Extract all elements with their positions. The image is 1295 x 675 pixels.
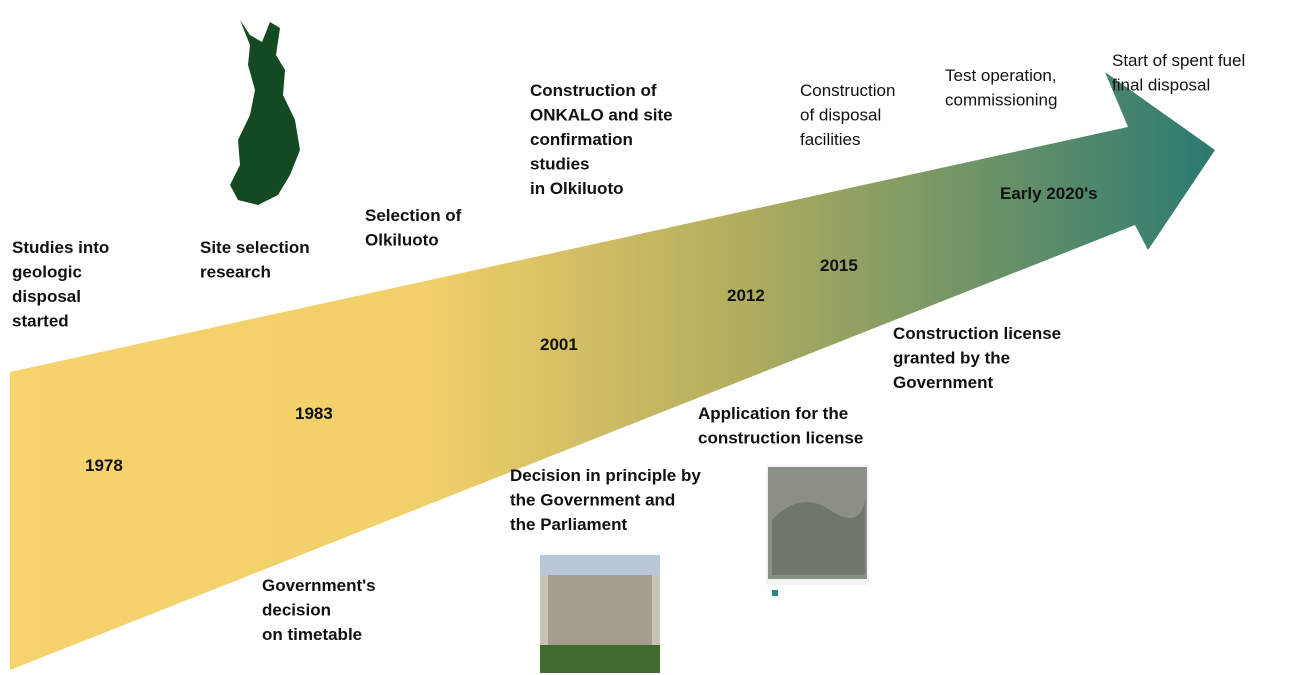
year-label: 2001 bbox=[540, 335, 578, 354]
top-label-line: confirmation bbox=[530, 130, 633, 149]
finland-map bbox=[230, 20, 300, 205]
bottom-label-line: Construction license bbox=[893, 324, 1061, 343]
year-label: 1983 bbox=[295, 404, 333, 423]
bottom-label-line: Decision in principle by bbox=[510, 466, 701, 485]
top-label-line: started bbox=[12, 312, 69, 331]
bottom-label-line: decision bbox=[262, 601, 331, 620]
bottom-label-line: the Parliament bbox=[510, 515, 627, 534]
bottom-label-line: granted by the bbox=[893, 349, 1010, 368]
top-label-line: Olkiluoto bbox=[365, 231, 439, 250]
year-label: Early 2020's bbox=[1000, 184, 1098, 203]
bottom-label-line: on timetable bbox=[262, 625, 362, 644]
bottom-label-line: Government bbox=[893, 373, 993, 392]
year-label: 2015 bbox=[820, 256, 858, 275]
bottom-label-line: the Government and bbox=[510, 491, 675, 510]
bottom-label-line: Government's bbox=[262, 576, 376, 595]
bottom-label-line: Application for the bbox=[698, 404, 848, 423]
top-label-line: Studies into bbox=[12, 238, 109, 257]
top-label-line: facilities bbox=[800, 130, 860, 149]
top-label-line: in Olkiluoto bbox=[530, 179, 624, 198]
parliament-photo bbox=[540, 555, 660, 673]
timeline-diagram: Studies into geologic disposal started Site … bbox=[0, 0, 1295, 675]
top-label-line: Construction of bbox=[530, 81, 657, 100]
top-label-line: geologic bbox=[12, 263, 82, 282]
top-label-line: Test operation, bbox=[945, 66, 1057, 85]
top-label-line: Construction bbox=[800, 81, 895, 100]
top-label-line: Site selection bbox=[200, 238, 310, 257]
year-label: 2012 bbox=[727, 286, 765, 305]
top-label-line: ONKALO and site bbox=[530, 106, 673, 125]
top-label-line: final disposal bbox=[1112, 76, 1210, 95]
top-label-line: Selection of bbox=[365, 206, 462, 225]
year-label: 1978 bbox=[85, 456, 123, 475]
page: {"top_labels": [ {"lines": ["Studies int… bbox=[0, 0, 1295, 675]
top-label-line: commissioning bbox=[945, 91, 1057, 110]
license-document-cover bbox=[766, 465, 869, 596]
top-label-line: studies bbox=[530, 155, 590, 174]
bottom-label-line: construction license bbox=[698, 429, 863, 448]
top-label-line: disposal bbox=[12, 287, 81, 306]
top-label-line: Start of spent fuel bbox=[1112, 51, 1245, 70]
top-label-line: of disposal bbox=[800, 106, 881, 125]
top-label-line: research bbox=[200, 263, 271, 282]
